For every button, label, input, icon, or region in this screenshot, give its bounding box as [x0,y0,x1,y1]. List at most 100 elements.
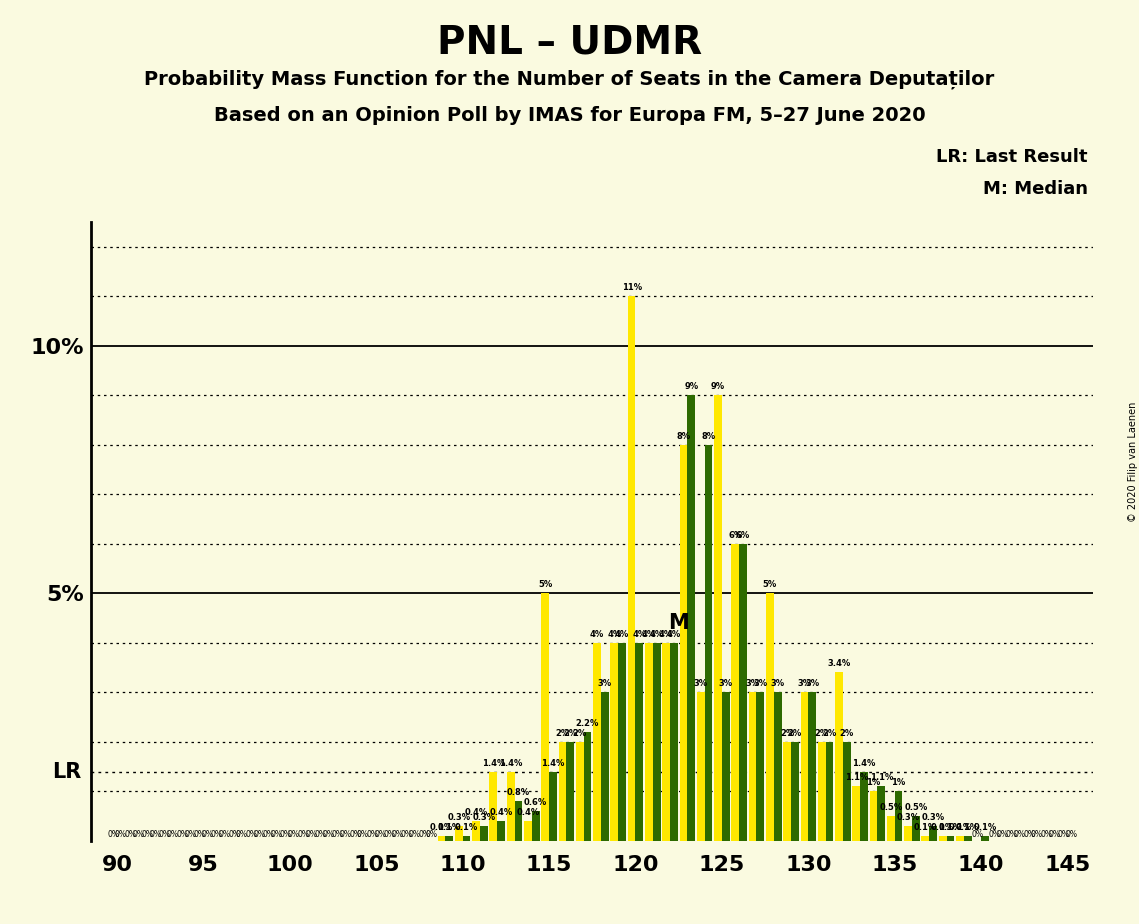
Text: 0%: 0% [384,831,395,839]
Text: 0%: 0% [1031,831,1043,839]
Text: 2%: 2% [814,729,829,738]
Text: 0%: 0% [1048,831,1060,839]
Bar [870,791,877,841]
Bar [826,742,834,841]
Bar [507,772,515,841]
Text: PNL – UDMR: PNL – UDMR [437,23,702,61]
Text: 0%: 0% [339,831,352,839]
Text: 0%: 0% [297,831,310,839]
Text: 0%: 0% [236,831,248,839]
Bar [462,836,470,841]
Text: M: M [669,613,689,633]
Bar [921,836,929,841]
Text: 1%: 1% [892,778,906,787]
Bar [843,742,851,841]
Bar [454,826,462,841]
Bar [524,821,532,841]
Bar [515,801,523,841]
Text: 0%: 0% [228,831,240,839]
Text: 0.1%: 0.1% [454,823,478,832]
Bar [835,673,843,841]
Bar [566,742,574,841]
Text: 3%: 3% [694,679,707,688]
Text: 9%: 9% [711,383,726,391]
Text: 2%: 2% [573,729,587,738]
Text: 0%: 0% [159,831,171,839]
Bar [722,692,730,841]
Bar [645,643,653,841]
Text: 0%: 0% [1023,831,1035,839]
Bar [929,826,937,841]
Text: 0%: 0% [989,831,1000,839]
Text: 0.8%: 0.8% [507,788,530,797]
Bar [790,742,798,841]
Text: 2%: 2% [780,729,794,738]
Text: 0%: 0% [305,831,317,839]
Text: 0.4%: 0.4% [516,808,540,817]
Text: 4%: 4% [641,630,656,638]
Bar [576,742,583,841]
Text: 0%: 0% [288,831,300,839]
Text: 4%: 4% [659,630,673,638]
Text: 1.4%: 1.4% [852,759,876,768]
Bar [947,836,954,841]
Text: © 2020 Filip van Laenen: © 2020 Filip van Laenen [1129,402,1138,522]
Text: 0%: 0% [149,831,162,839]
Text: LR: LR [52,761,81,782]
Text: 0%: 0% [280,831,292,839]
Bar [714,395,722,841]
Text: 3%: 3% [598,679,612,688]
Text: 0%: 0% [972,831,983,839]
Bar [445,836,453,841]
Bar [601,692,608,841]
Text: 0.1%: 0.1% [974,823,997,832]
Text: M: Median: M: Median [983,180,1088,198]
Bar [662,643,670,841]
Text: 3%: 3% [771,679,785,688]
Text: 0%: 0% [1006,831,1018,839]
Bar [773,692,781,841]
Text: 6%: 6% [728,530,743,540]
Text: 4%: 4% [632,630,647,638]
Text: 8%: 8% [677,432,690,441]
Bar [748,692,756,841]
Text: 0%: 0% [107,831,120,839]
Text: 1%: 1% [867,778,880,787]
Text: 0%: 0% [392,831,403,839]
Bar [956,836,964,841]
Bar [611,643,618,841]
Text: 0.1%: 0.1% [956,823,980,832]
Text: 4%: 4% [649,630,664,638]
Text: 3.4%: 3.4% [827,660,851,668]
Bar [541,593,549,841]
Bar [731,543,739,841]
Bar [801,692,809,841]
Bar [887,816,895,841]
Text: 0%: 0% [141,831,154,839]
Bar [558,742,566,841]
Bar [549,772,557,841]
Text: 0.4%: 0.4% [465,808,487,817]
Text: 0%: 0% [997,831,1008,839]
Text: 2%: 2% [788,729,802,738]
Text: 8%: 8% [702,432,715,441]
Text: 0.6%: 0.6% [524,798,548,808]
Text: 0%: 0% [202,831,213,839]
Text: 4%: 4% [590,630,604,638]
Text: 0%: 0% [357,831,369,839]
Bar [964,836,972,841]
Text: 0%: 0% [331,831,344,839]
Bar [593,643,601,841]
Text: 0%: 0% [132,831,145,839]
Text: 11%: 11% [622,283,641,292]
Text: 5%: 5% [538,580,552,590]
Text: 0%: 0% [374,831,386,839]
Text: 0%: 0% [1058,831,1070,839]
Text: 0%: 0% [426,831,439,839]
Bar [680,444,687,841]
Bar [636,643,644,841]
Bar [756,692,764,841]
Text: LR: Last Result: LR: Last Result [936,148,1088,165]
Text: 1.4%: 1.4% [499,759,523,768]
Text: 2%: 2% [563,729,577,738]
